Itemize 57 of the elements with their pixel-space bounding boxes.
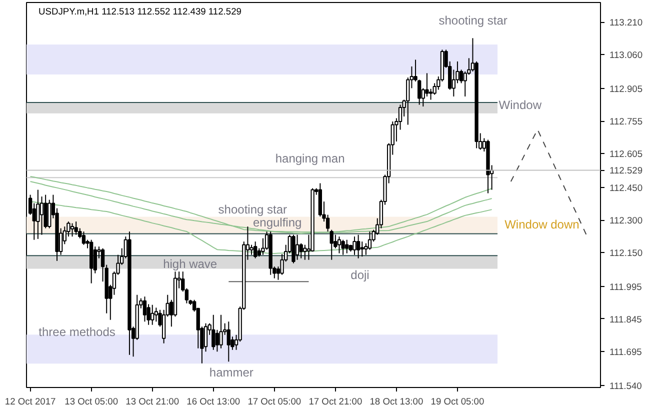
candlestick: [360, 241, 364, 258]
y-tick-label: 111.540: [610, 380, 642, 391]
candlestick: [142, 296, 147, 322]
candlestick: [428, 88, 433, 100]
candlestick: [82, 231, 86, 246]
candlestick: [254, 241, 258, 259]
annotation: high wave: [163, 256, 218, 271]
annotation: hammer: [209, 365, 254, 380]
candlestick: [341, 239, 345, 256]
annotation: engulfing: [252, 216, 302, 230]
candlestick: [74, 221, 78, 236]
x-tick-label: 13 Oct 21:00: [126, 396, 180, 406]
y-tick-label: 112.605: [610, 149, 643, 160]
annotation: Window down: [504, 218, 580, 232]
annotation: hanging man: [275, 151, 345, 166]
candlestick: [356, 234, 360, 259]
candlestick: [150, 304, 154, 326]
y-tick-label: 111.995: [610, 282, 642, 292]
y-tick-label: 112.905: [610, 84, 643, 94]
candlestick: [212, 314, 216, 350]
candlestick: [215, 329, 220, 352]
candlestick: [154, 307, 158, 322]
candlestick: [250, 244, 254, 256]
candlestick: [295, 234, 300, 260]
x-tick-label: 13 Oct 05:00: [64, 396, 118, 406]
candlestick: [226, 321, 230, 362]
y-tick-label: 113.210: [610, 18, 643, 28]
candlestick: [364, 242, 368, 256]
y-tick-label: 112.755: [610, 116, 643, 127]
y-tick-label: 112.300: [610, 216, 643, 226]
x-tick-label: 17 Oct 05:00: [248, 396, 302, 406]
y-tick-label: 111.695: [610, 347, 642, 358]
annotation: doji: [350, 268, 370, 282]
candlestick: [352, 236, 356, 256]
candlestick: [36, 189, 40, 240]
x-tick-label: 12 Oct 2017: [4, 396, 56, 406]
candlestick: [345, 239, 349, 254]
ref-line-label: 112.529: [610, 166, 643, 176]
annotation: Window: [498, 98, 542, 112]
candlestick: [299, 242, 303, 259]
y-tick-label: 113.060: [610, 50, 643, 60]
candlestick: [219, 314, 223, 349]
y-tick-label: 112.150: [610, 248, 643, 258]
x-tick-label: 18 Oct 13:00: [370, 396, 424, 406]
annotation: shooting star: [438, 14, 508, 28]
y-tick-label: 111.845: [610, 314, 642, 324]
candlestick: [337, 236, 342, 254]
annotation: shooting star: [218, 202, 288, 217]
candlestick: [48, 199, 52, 229]
x-tick-label: 17 Oct 21:00: [308, 396, 362, 406]
candlestick: [70, 222, 74, 238]
x-tick-label: 19 Oct 05:00: [430, 396, 484, 406]
y-tick-label: 112.450: [610, 182, 643, 193]
candlestick: [425, 72, 429, 97]
annotation: three methods: [38, 325, 116, 340]
x-tick-label: 16 Oct 13:00: [186, 396, 240, 406]
chart-title: USDJPY.m,H1 112.513 112.552 112.439 112.529: [38, 6, 242, 16]
